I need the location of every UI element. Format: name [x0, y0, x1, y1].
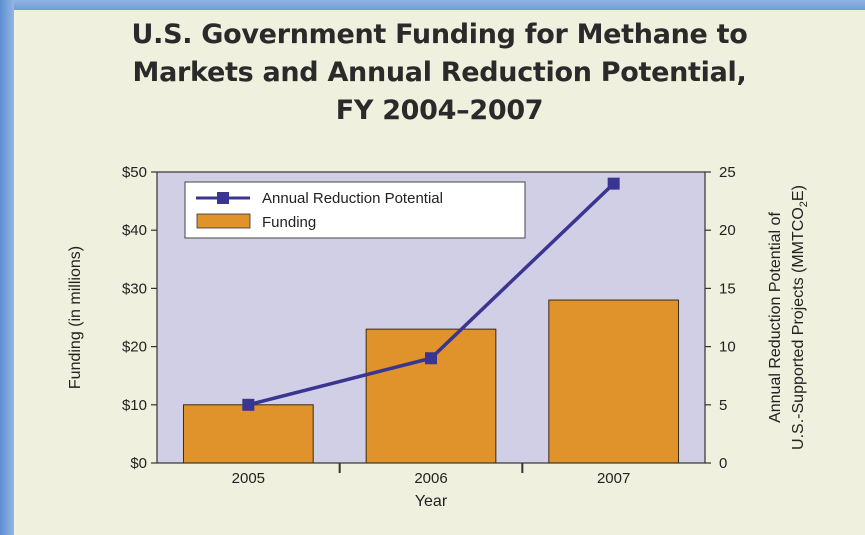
x-tick-label: 2007	[597, 470, 630, 487]
window-frame-top	[0, 0, 865, 12]
y-tick-label-left: $30	[122, 280, 147, 297]
x-tick-label: 2005	[232, 470, 265, 487]
bars	[182, 299, 680, 464]
y-tick-label-right: 25	[719, 164, 736, 181]
legend-marker-swatch	[217, 192, 229, 204]
reduction-point-2007	[607, 177, 620, 190]
y-tick-label-left: $40	[122, 222, 147, 239]
window-frame-left	[0, 0, 14, 535]
legend: Annual Reduction Potential Funding	[184, 181, 526, 239]
legend-label-funding: Funding	[262, 214, 316, 231]
y-axis-title-right-line1: Annual Reduction Potential of	[767, 212, 784, 423]
reduction-point-2005	[242, 398, 255, 411]
bar-funding-2006	[365, 328, 497, 464]
x-axis-title: Year	[415, 493, 448, 510]
y-tick-label-right: 0	[719, 455, 727, 472]
y-tick-label-left: $20	[122, 339, 147, 356]
reduction-point-2006	[425, 352, 437, 365]
x-tick-label: 2006	[414, 470, 447, 487]
y-tick-label-right: 20	[719, 222, 736, 239]
y-tick-label-right: 10	[719, 339, 736, 356]
legend-box	[184, 181, 526, 239]
y-axis-title-right-text: U.S.-Supported Projects (MMTCO	[790, 207, 807, 450]
chart-title: U.S. Government Funding for Methane to M…	[131, 19, 748, 126]
y-axis-title-right-suffix: E)	[790, 185, 807, 201]
y-axis-title-right-subscript: 2	[798, 201, 810, 207]
y-tick-label-left: $0	[130, 455, 147, 472]
y-axis-title-right-line2: U.S.-Supported Projects (MMTCO2E)	[790, 185, 810, 450]
y-tick-label-left: $50	[122, 164, 147, 181]
plot-border	[156, 171, 706, 464]
axes: $0 $10 $20 $30 $40 $50 0 5 10 15 20 25 2005 2006 2007 Y…	[67, 164, 810, 510]
bar-funding-2005	[182, 404, 314, 464]
legend-bar-swatch	[196, 213, 251, 229]
y-tick-label-left: $10	[122, 397, 147, 414]
reduction-line	[242, 177, 620, 411]
bar-funding-2007	[548, 299, 680, 464]
y-axis-title-left: Funding (in millions)	[67, 246, 84, 389]
y-tick-label-right: 15	[719, 280, 736, 297]
legend-label-reduction: Annual Reduction Potential	[262, 190, 443, 207]
y-tick-label-right: 5	[719, 397, 727, 414]
